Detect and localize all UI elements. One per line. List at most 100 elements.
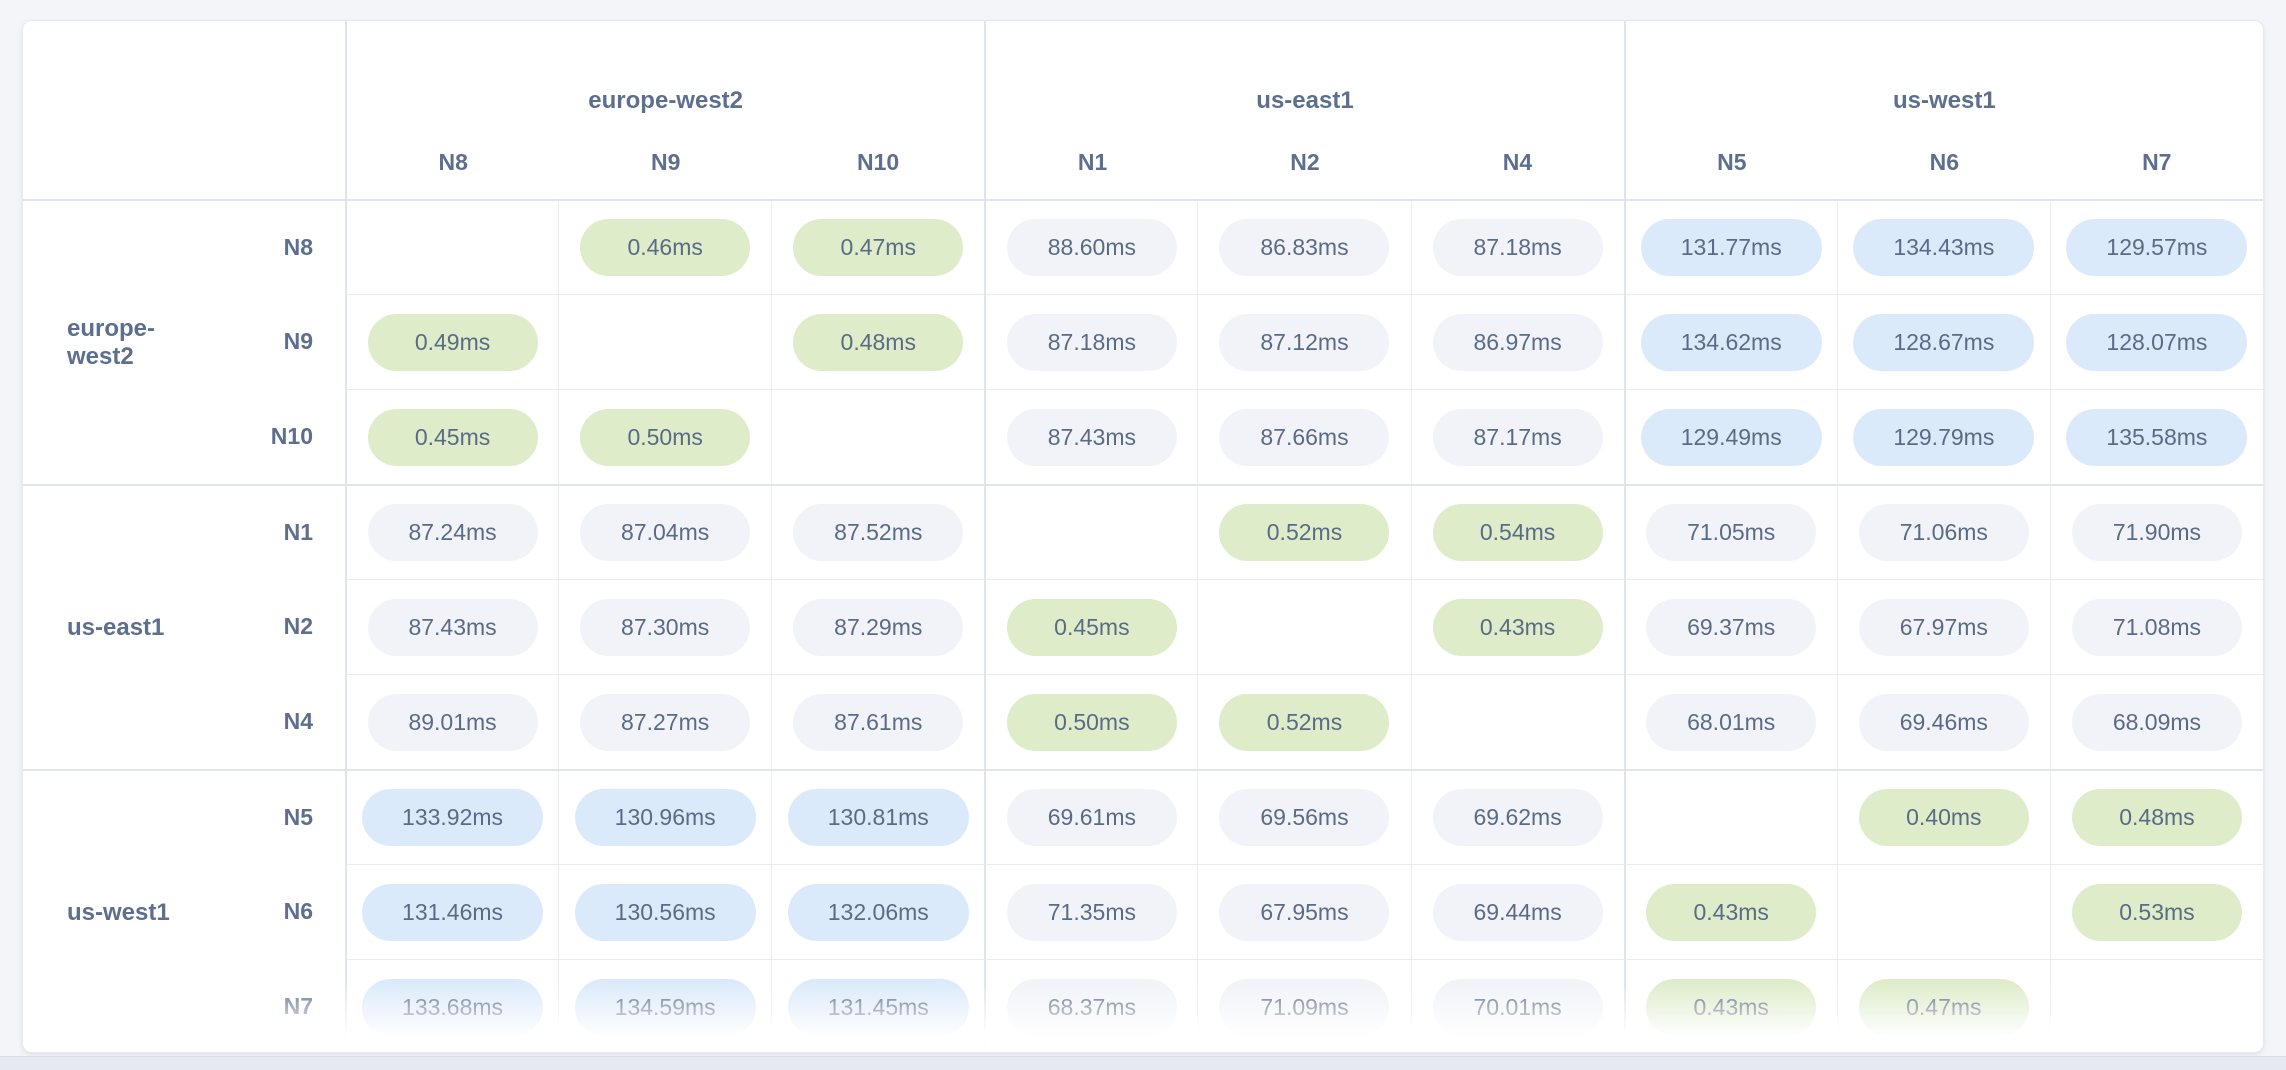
latency-value-pill[interactable]: 87.17ms: [1432, 408, 1603, 466]
latency-value-pill[interactable]: 71.90ms: [2071, 504, 2242, 561]
latency-value-pill[interactable]: 87.43ms: [367, 598, 538, 656]
latency-cell: [1836, 864, 2050, 959]
latency-value-pill[interactable]: 133.68ms: [362, 978, 544, 1036]
latency-value-pill[interactable]: 87.43ms: [1006, 408, 1177, 466]
latency-value-pill[interactable]: 69.56ms: [1219, 789, 1390, 846]
latency-value-pill[interactable]: 0.40ms: [1858, 789, 2029, 846]
latency-value-pill[interactable]: 0.47ms: [793, 219, 964, 276]
latency-value-pill[interactable]: 69.62ms: [1432, 789, 1603, 846]
latency-value-pill[interactable]: 0.43ms: [1646, 978, 1817, 1036]
latency-value-pill[interactable]: 86.83ms: [1219, 219, 1390, 276]
latency-value-pill[interactable]: 69.37ms: [1646, 598, 1817, 656]
latency-cell: 0.49ms: [345, 294, 559, 389]
latency-value-pill[interactable]: 71.09ms: [1219, 978, 1390, 1036]
latency-cell: 0.48ms: [2049, 769, 2263, 864]
latency-cell: 69.56ms: [1197, 769, 1411, 864]
latency-value-pill[interactable]: 130.56ms: [574, 883, 756, 941]
latency-value-pill[interactable]: 68.37ms: [1006, 978, 1177, 1036]
latency-value-pill[interactable]: 69.44ms: [1432, 883, 1603, 941]
latency-value-pill[interactable]: 0.48ms: [793, 313, 964, 371]
latency-value-pill[interactable]: 128.07ms: [2066, 313, 2248, 371]
latency-value-pill[interactable]: 71.35ms: [1006, 883, 1177, 941]
region-label-europe-west2: europe-west2: [588, 87, 744, 114]
latency-value-pill[interactable]: 87.61ms: [793, 693, 964, 751]
latency-value-pill[interactable]: 131.45ms: [787, 978, 969, 1036]
column-label-N10: N10: [856, 149, 900, 175]
latency-cell: 0.43ms: [1410, 579, 1624, 674]
latency-cell: 70.01ms: [1410, 959, 1624, 1052]
latency-cell: [2049, 959, 2263, 1052]
latency-value-pill[interactable]: 88.60ms: [1006, 219, 1177, 276]
latency-value-pill[interactable]: 129.49ms: [1640, 408, 1822, 466]
latency-value-pill[interactable]: 134.59ms: [574, 978, 756, 1036]
latency-value-pill[interactable]: 71.08ms: [2071, 598, 2242, 656]
latency-value-pill[interactable]: 68.09ms: [2071, 693, 2242, 751]
latency-value-pill[interactable]: 87.12ms: [1219, 313, 1390, 371]
latency-value-pill[interactable]: 130.81ms: [787, 789, 969, 846]
latency-value-pill[interactable]: 71.06ms: [1858, 504, 2029, 561]
latency-cell: 89.01ms: [345, 674, 559, 769]
latency-value-pill[interactable]: 70.01ms: [1432, 978, 1603, 1036]
latency-value-pill[interactable]: 0.43ms: [1646, 883, 1817, 941]
latency-cell: [1623, 769, 1837, 864]
latency-value-pill[interactable]: 87.66ms: [1219, 408, 1390, 466]
latency-value-pill[interactable]: 0.45ms: [1006, 598, 1177, 656]
latency-value-pill[interactable]: 134.43ms: [1853, 219, 2035, 276]
latency-value-pill[interactable]: 0.50ms: [580, 408, 751, 466]
latency-value-pill[interactable]: 71.05ms: [1646, 504, 1817, 561]
latency-value-pill[interactable]: 87.18ms: [1006, 313, 1177, 371]
latency-value-pill[interactable]: 69.61ms: [1006, 789, 1177, 846]
row-label-N9: N9: [283, 328, 313, 354]
latency-cell: 0.45ms: [345, 389, 559, 484]
latency-value-pill[interactable]: 0.46ms: [580, 219, 751, 276]
latency-value-pill[interactable]: 89.01ms: [367, 693, 538, 751]
latency-value-pill[interactable]: 134.62ms: [1640, 313, 1822, 371]
column-label-N7: N7: [2142, 149, 2172, 175]
latency-value-pill[interactable]: 0.54ms: [1432, 504, 1603, 561]
latency-value-pill[interactable]: 128.67ms: [1853, 313, 2035, 371]
latency-value-pill[interactable]: 0.48ms: [2071, 789, 2242, 846]
latency-value-pill[interactable]: 87.27ms: [580, 693, 751, 751]
latency-value-pill[interactable]: 87.18ms: [1432, 219, 1603, 276]
column-label-N1: N1: [1077, 149, 1108, 175]
latency-value-pill[interactable]: 86.97ms: [1432, 313, 1603, 371]
latency-value-pill[interactable]: 0.52ms: [1219, 504, 1390, 561]
latency-cell: 86.97ms: [1410, 294, 1624, 389]
latency-value-pill[interactable]: 87.52ms: [793, 504, 964, 561]
latency-value-pill[interactable]: 0.50ms: [1006, 693, 1177, 751]
latency-value-pill[interactable]: 129.79ms: [1853, 408, 2035, 466]
latency-value-pill[interactable]: 0.52ms: [1219, 693, 1390, 751]
column-node-labels: N1 N2 N4: [986, 151, 1623, 174]
latency-value-pill[interactable]: 133.92ms: [362, 789, 544, 846]
latency-cell: 87.61ms: [771, 674, 985, 769]
latency-value-pill[interactable]: 67.95ms: [1219, 883, 1390, 941]
latency-cell: 87.66ms: [1197, 389, 1411, 484]
latency-value-pill[interactable]: 131.46ms: [362, 883, 544, 941]
latency-value-pill[interactable]: 69.46ms: [1858, 693, 2029, 751]
column-label-N4: N4: [1502, 149, 1533, 175]
latency-value-pill[interactable]: 0.47ms: [1858, 978, 2029, 1036]
latency-value-pill[interactable]: 87.24ms: [367, 504, 538, 561]
latency-value-pill[interactable]: 130.96ms: [574, 789, 756, 846]
latency-cell: 87.04ms: [558, 484, 772, 579]
latency-value-pill[interactable]: 0.45ms: [367, 408, 538, 466]
latency-cell: 0.47ms: [1836, 959, 2050, 1052]
latency-value-pill[interactable]: 129.57ms: [2066, 219, 2248, 276]
latency-value-pill[interactable]: 131.77ms: [1640, 219, 1822, 276]
latency-cell: [558, 294, 772, 389]
latency-value-pill[interactable]: 0.49ms: [367, 313, 538, 371]
latency-value-pill[interactable]: 135.58ms: [2066, 408, 2248, 466]
latency-value-pill[interactable]: 68.01ms: [1646, 693, 1817, 751]
latency-value-pill[interactable]: 0.43ms: [1432, 598, 1603, 656]
latency-cell: 87.18ms: [984, 294, 1198, 389]
latency-value-pill[interactable]: 67.97ms: [1858, 598, 2029, 656]
latency-value-pill[interactable]: 87.29ms: [793, 598, 964, 656]
latency-cell: 133.92ms: [345, 769, 559, 864]
latency-value-pill[interactable]: 87.30ms: [580, 598, 751, 656]
latency-value-pill[interactable]: 0.53ms: [2071, 883, 2242, 941]
latency-cell: 71.09ms: [1197, 959, 1411, 1052]
row-label-N1: N1: [193, 484, 345, 579]
latency-value-pill[interactable]: 132.06ms: [787, 883, 969, 941]
column-group-header-europe-west2: europe-west2 N8 N9 N10: [345, 21, 984, 199]
latency-value-pill[interactable]: 87.04ms: [580, 504, 751, 561]
